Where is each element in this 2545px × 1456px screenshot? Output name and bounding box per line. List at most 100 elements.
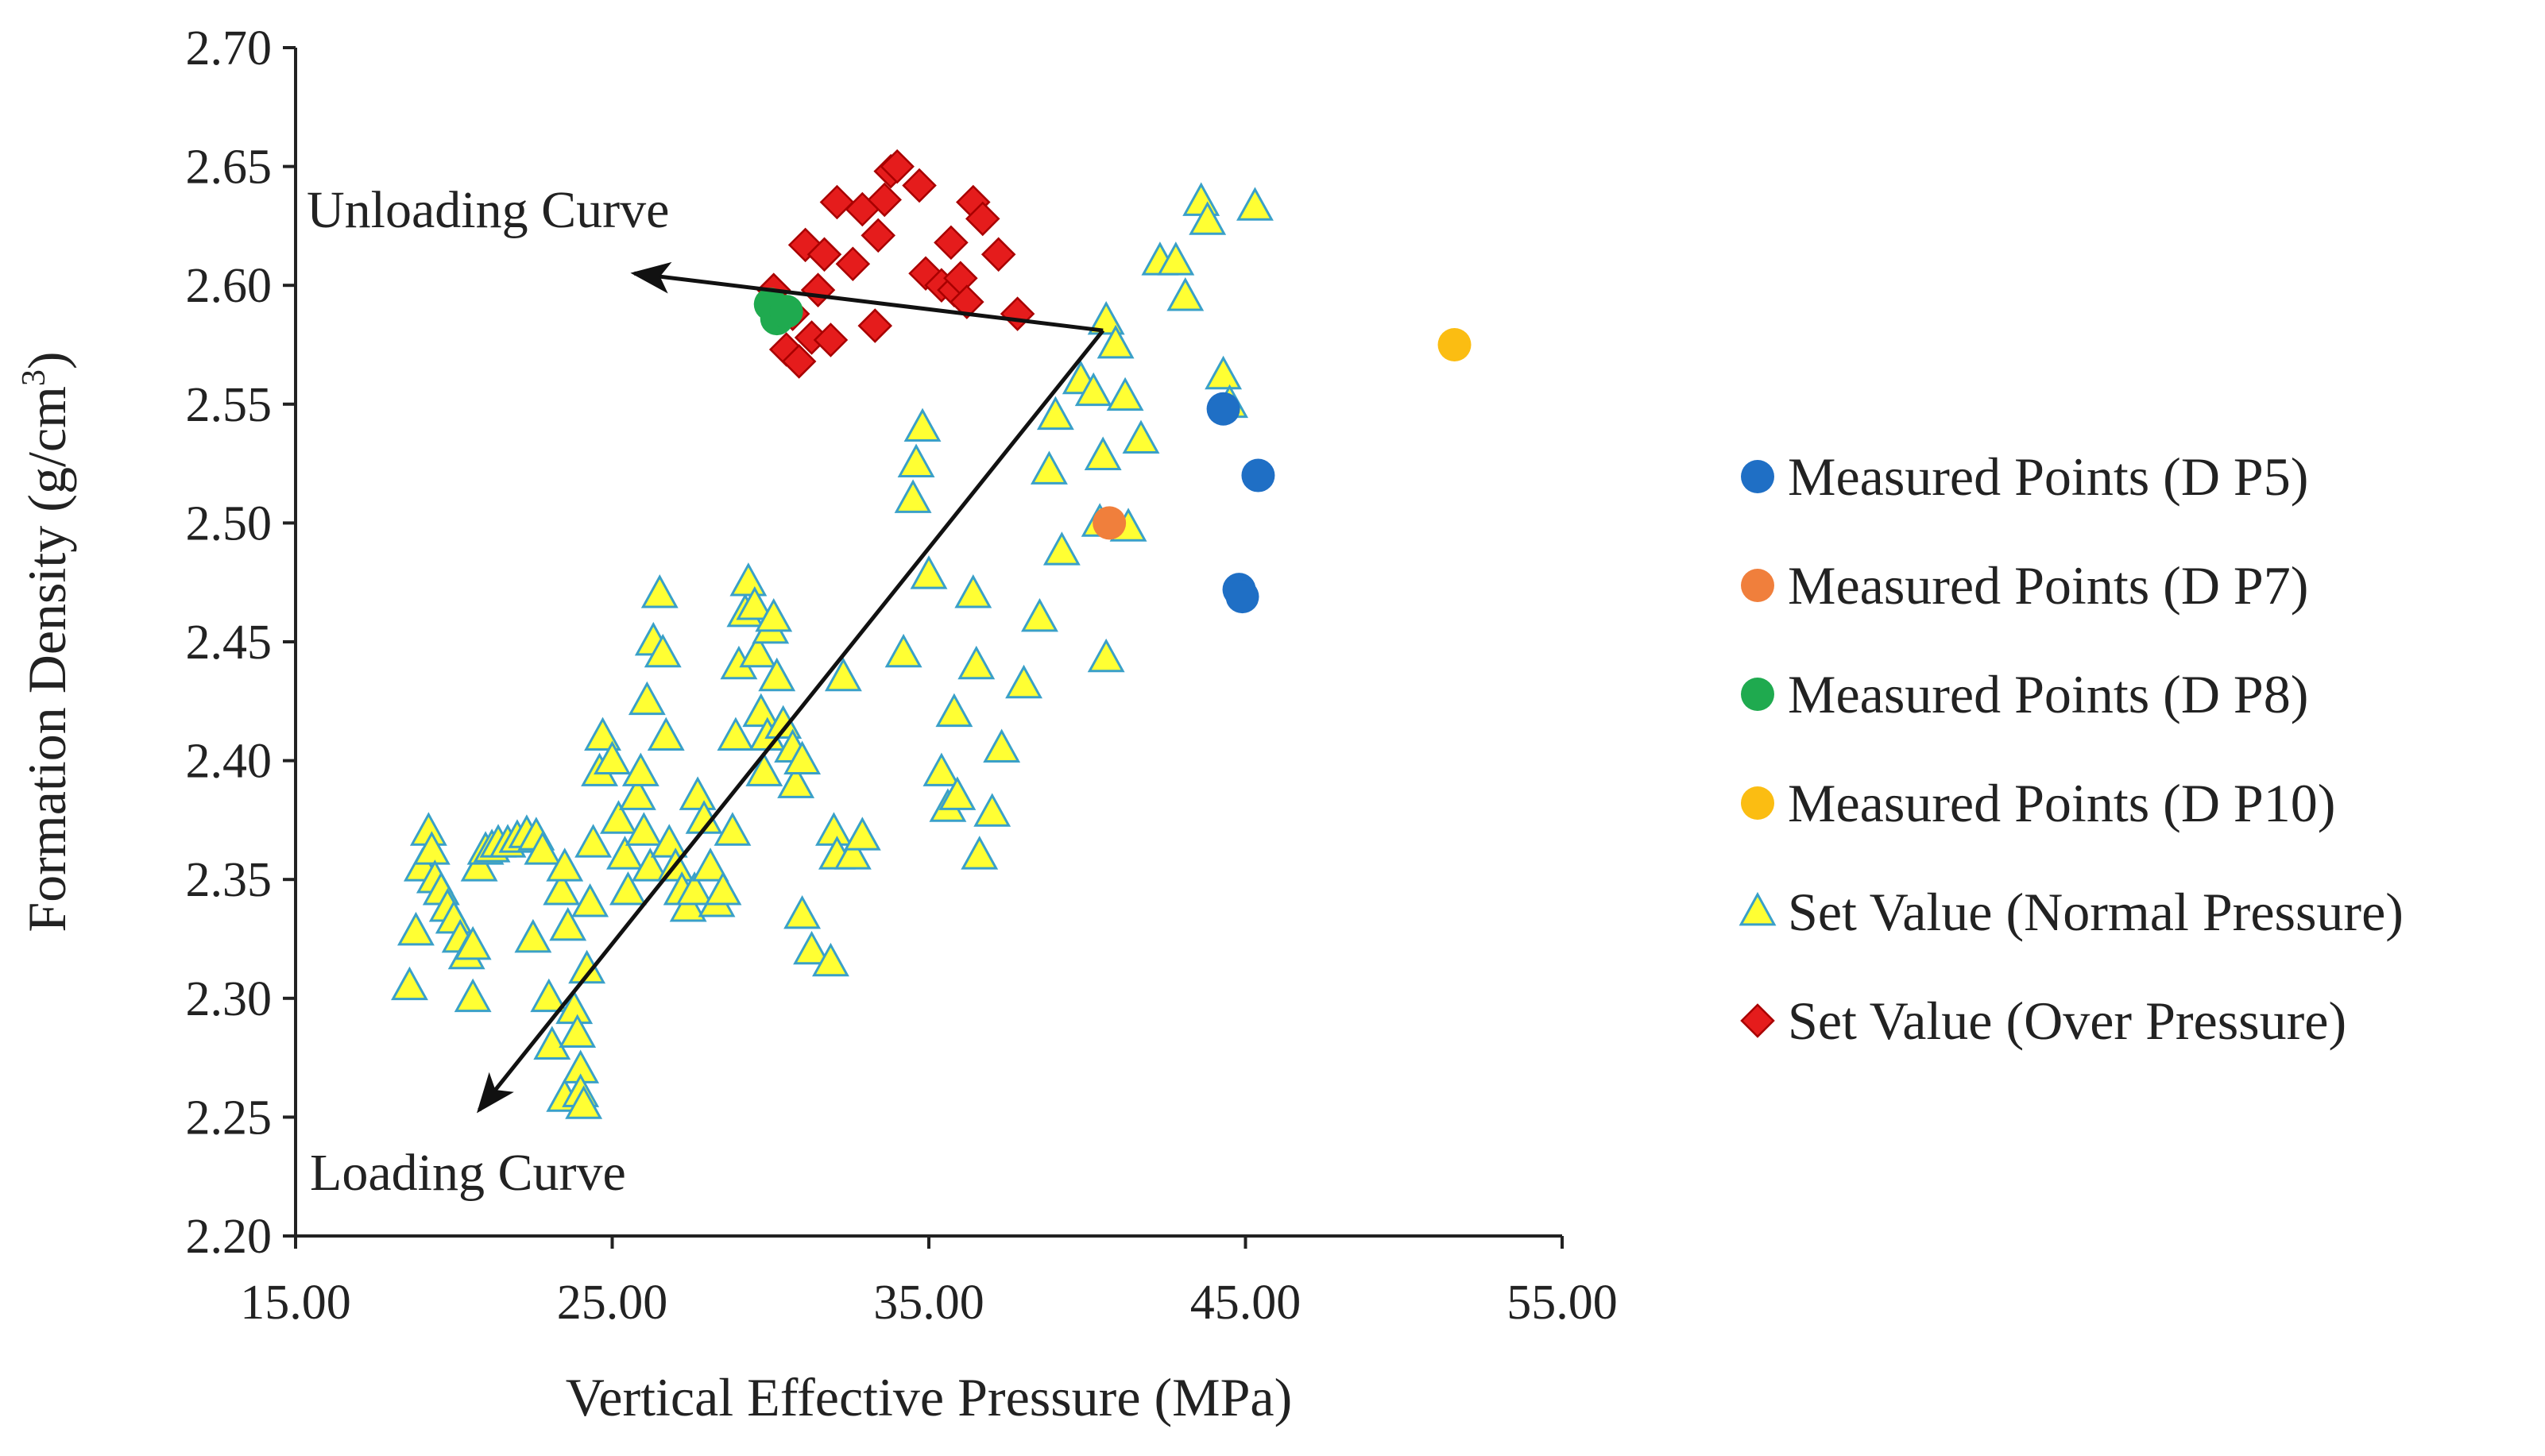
data-point-98	[961, 836, 999, 870]
data-point-61	[704, 871, 742, 906]
data-point-14	[861, 218, 896, 253]
data-point-55	[669, 888, 707, 922]
data-point-2	[769, 295, 803, 329]
data-point-118	[1166, 277, 1205, 311]
data-point-52	[650, 824, 688, 858]
data-point-24	[950, 284, 984, 319]
data-point-26	[546, 848, 584, 882]
y-tick-label: 2.20	[186, 1210, 273, 1264]
data-point-43	[618, 776, 656, 810]
series-set-value-normal-pressure	[391, 182, 1274, 1119]
x-tick-label: 45.00	[1190, 1276, 1302, 1330]
data-point-57	[679, 776, 717, 810]
data-point-110	[1087, 300, 1125, 335]
data-point-49	[640, 574, 679, 608]
data-point-30	[559, 1014, 597, 1049]
y-tick-label: 2.30	[186, 972, 273, 1026]
data-point-23	[530, 978, 568, 1013]
data-point-3	[1225, 580, 1259, 614]
data-point-68	[739, 633, 777, 668]
data-point-96	[954, 574, 992, 608]
plot-marks	[391, 149, 1472, 1119]
data-point-21	[524, 831, 562, 865]
data-point-1	[1241, 458, 1275, 492]
data-point-81	[812, 942, 849, 977]
data-point-101	[1005, 664, 1042, 699]
data-point-100	[983, 728, 1021, 763]
data-point-56	[675, 871, 714, 906]
data-point-66	[729, 562, 768, 597]
x-axis-title: Vertical Effective Pressure (MPa)	[566, 1367, 1293, 1427]
y-axis-title: Formation Density (g/cm3)	[16, 351, 77, 932]
data-point-27	[549, 906, 587, 941]
data-point-27	[980, 237, 1016, 272]
y-axis-title-close: )	[17, 351, 77, 369]
legend-label: Measured Points (D P8)	[1788, 664, 2308, 724]
data-point-80	[793, 930, 830, 965]
loading-curve-label: Loading Curve	[310, 1144, 626, 1202]
data-point-91	[910, 555, 948, 589]
data-point-59	[691, 848, 729, 882]
data-point-123	[1236, 187, 1274, 221]
data-point-4	[412, 831, 451, 865]
y-tick-label: 2.65	[186, 141, 273, 195]
data-point-42	[609, 871, 647, 906]
data-point-95	[938, 776, 977, 810]
legend-label: Set Value (Over Pressure)	[1788, 991, 2346, 1051]
data-point-99	[973, 793, 1011, 827]
data-point-115	[1122, 419, 1160, 454]
data-point-25	[543, 871, 581, 906]
data-point-40	[600, 800, 637, 834]
data-point-0	[1206, 392, 1240, 426]
y-tick-label: 2.35	[186, 853, 273, 907]
data-point-102	[1021, 597, 1058, 632]
data-point-11	[835, 246, 871, 282]
data-point-120	[1189, 201, 1227, 235]
data-point-22	[514, 918, 552, 953]
unloading-curve-arrow	[630, 261, 1104, 333]
legend-entry: Measured Points (D P10)	[1741, 773, 2335, 833]
data-point-119	[1182, 182, 1220, 216]
legend-marker	[1741, 569, 1774, 602]
x-tick-label: 35.00	[873, 1276, 984, 1330]
data-point-8	[806, 237, 842, 272]
series-set-value-over-pressure	[756, 149, 1035, 379]
data-point-7	[800, 272, 836, 307]
data-point-107	[1074, 372, 1112, 407]
data-point-46	[628, 681, 666, 716]
data-point-10	[819, 184, 855, 220]
annotation-arrows	[477, 261, 1105, 1114]
data-point-0	[391, 966, 428, 1001]
data-point-82	[815, 812, 853, 846]
data-point-104	[1036, 396, 1074, 431]
data-point-112	[1097, 324, 1135, 359]
data-point-18	[902, 168, 937, 203]
legend-marker	[1741, 786, 1774, 820]
data-point-33	[565, 1085, 603, 1119]
x-axis-ticks: 15.00 25.00 35.00 45.00 55.00	[240, 1236, 1618, 1330]
data-point-13	[460, 848, 498, 882]
y-tick-label: 2.55	[186, 378, 273, 432]
data-point-51	[647, 716, 685, 751]
data-point-94	[935, 693, 973, 728]
data-point-36	[574, 824, 613, 858]
data-point-79	[783, 894, 822, 929]
x-tick-label: 55.00	[1507, 1276, 1618, 1330]
x-tick-label: 25.00	[557, 1276, 668, 1330]
data-point-74	[758, 657, 796, 692]
legend-entry: Measured Points (D P5)	[1741, 446, 2308, 507]
series-measured-points-d-p8	[753, 288, 803, 336]
data-point-109	[1084, 436, 1122, 470]
data-point-12	[454, 978, 492, 1013]
loading-curve-arrow	[477, 329, 1105, 1114]
data-point-121	[1205, 355, 1243, 390]
data-point-90	[903, 407, 942, 442]
x-tick-label: 15.00	[240, 1276, 351, 1330]
data-point-17	[880, 149, 915, 184]
legend-marker	[1739, 891, 1777, 926]
data-point-86	[843, 817, 881, 851]
data-point-70	[745, 752, 783, 786]
data-point-28	[1000, 296, 1035, 331]
data-point-111	[1087, 638, 1125, 673]
data-point-11	[454, 925, 492, 960]
